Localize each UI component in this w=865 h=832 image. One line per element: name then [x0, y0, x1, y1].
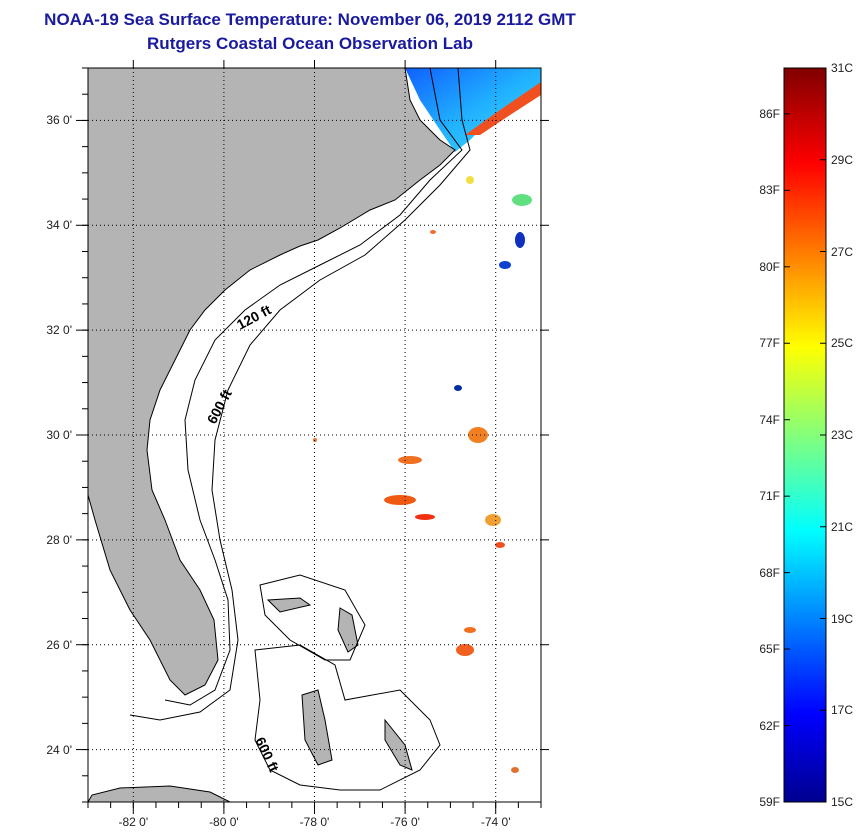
land-grand-bahama	[266, 597, 312, 613]
sst-gulfstream-warm	[465, 82, 541, 135]
fahrenheit-label: 80F	[759, 259, 780, 274]
celsius-label: 29C	[831, 152, 854, 167]
lat-label: 26 0'	[46, 637, 72, 652]
contour-label-120ft: 120 ft	[234, 301, 274, 332]
fahrenheit-label: 77F	[759, 336, 780, 351]
land-southeast-us	[88, 68, 456, 696]
fahrenheit-label: 86F	[759, 106, 780, 121]
celsius-label: 15C	[831, 795, 854, 809]
sst-patches	[313, 176, 532, 773]
fahrenheit-label: 71F	[759, 489, 780, 504]
land-abaco	[337, 607, 359, 653]
celsius-label: 19C	[831, 611, 854, 626]
land-eleuthera	[384, 718, 413, 771]
lon-label: -80 0'	[209, 815, 239, 829]
lon-label: -74 0'	[480, 815, 511, 829]
land-andros	[301, 689, 333, 766]
fahrenheit-label: 62F	[759, 718, 780, 733]
lat-label: 34 0'	[46, 218, 72, 233]
lat-label: 36 0'	[46, 113, 72, 128]
celsius-label: 27C	[831, 244, 854, 259]
celsius-label: 17C	[831, 703, 854, 718]
lat-label: 24 0'	[46, 742, 72, 757]
lon-label: -78 0'	[299, 815, 330, 829]
lon-label: -76 0'	[390, 815, 420, 829]
lon-label: -82 0'	[118, 815, 149, 829]
celsius-label: 25C	[831, 336, 854, 351]
fahrenheit-label: 74F	[759, 412, 780, 427]
lat-label: 28 0'	[46, 532, 72, 547]
fahrenheit-label: 68F	[759, 565, 780, 580]
contour-label-600ft-bahamas: 600 ft	[252, 735, 282, 775]
sst-swath-northeast	[405, 68, 541, 152]
fahrenheit-label: 65F	[759, 642, 780, 657]
lat-label: 32 0'	[46, 323, 72, 338]
land-cuba	[88, 785, 231, 802]
contour-120ft	[164, 68, 463, 706]
map-subtitle: Rutgers Coastal Ocean Observation Lab	[147, 34, 473, 53]
celsius-label: 23C	[831, 428, 854, 442]
celsius-label: 31C	[831, 61, 854, 75]
colorbar	[783, 67, 827, 803]
map-title: NOAA-19 Sea Surface Temperature: Novembe…	[44, 10, 576, 29]
fahrenheit-label: 83F	[759, 183, 780, 198]
contour-label-600ft: 600 ft	[204, 386, 235, 426]
lat-label: 30 0'	[46, 428, 72, 442]
fahrenheit-label: 59F	[759, 795, 780, 809]
celsius-label: 21C	[831, 519, 854, 534]
contour-600ft	[129, 68, 471, 721]
